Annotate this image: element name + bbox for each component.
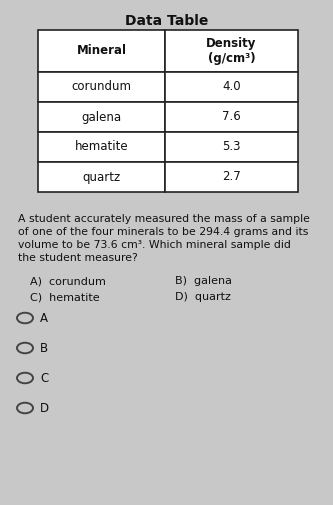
Text: 4.0: 4.0 [222, 80, 241, 93]
Text: C: C [40, 372, 48, 384]
Text: C)  hematite: C) hematite [30, 292, 100, 302]
Bar [38, 30, 165, 72]
Bar [38, 72, 165, 102]
Bar [38, 102, 165, 132]
Text: corundum: corundum [72, 80, 132, 93]
Text: the student measure?: the student measure? [18, 253, 138, 263]
Bar [38, 162, 165, 192]
Bar [165, 30, 298, 72]
Text: A student accurately measured the mass of a sample: A student accurately measured the mass o… [18, 214, 310, 224]
Bar [165, 102, 298, 132]
Text: 2.7: 2.7 [222, 171, 241, 183]
Text: B)  galena: B) galena [175, 276, 232, 286]
Bar [165, 132, 298, 162]
Text: hematite: hematite [75, 140, 128, 154]
Bar [38, 132, 165, 162]
Text: D: D [40, 401, 49, 415]
Text: Mineral: Mineral [77, 44, 127, 58]
Text: D)  quartz: D) quartz [175, 292, 231, 302]
Bar [165, 72, 298, 102]
Text: B: B [40, 341, 48, 355]
Text: Density
(g/cm³): Density (g/cm³) [206, 37, 257, 65]
Text: galena: galena [82, 111, 122, 124]
Text: A)  corundum: A) corundum [30, 276, 106, 286]
Text: 5.3: 5.3 [222, 140, 241, 154]
Text: of one of the four minerals to be 294.4 grams and its: of one of the four minerals to be 294.4 … [18, 227, 308, 237]
Text: quartz: quartz [82, 171, 121, 183]
Text: Data Table: Data Table [125, 14, 208, 28]
Text: A: A [40, 312, 48, 325]
Bar [165, 162, 298, 192]
Text: volume to be 73.6 cm³. Which mineral sample did: volume to be 73.6 cm³. Which mineral sam… [18, 240, 291, 250]
Text: 7.6: 7.6 [222, 111, 241, 124]
